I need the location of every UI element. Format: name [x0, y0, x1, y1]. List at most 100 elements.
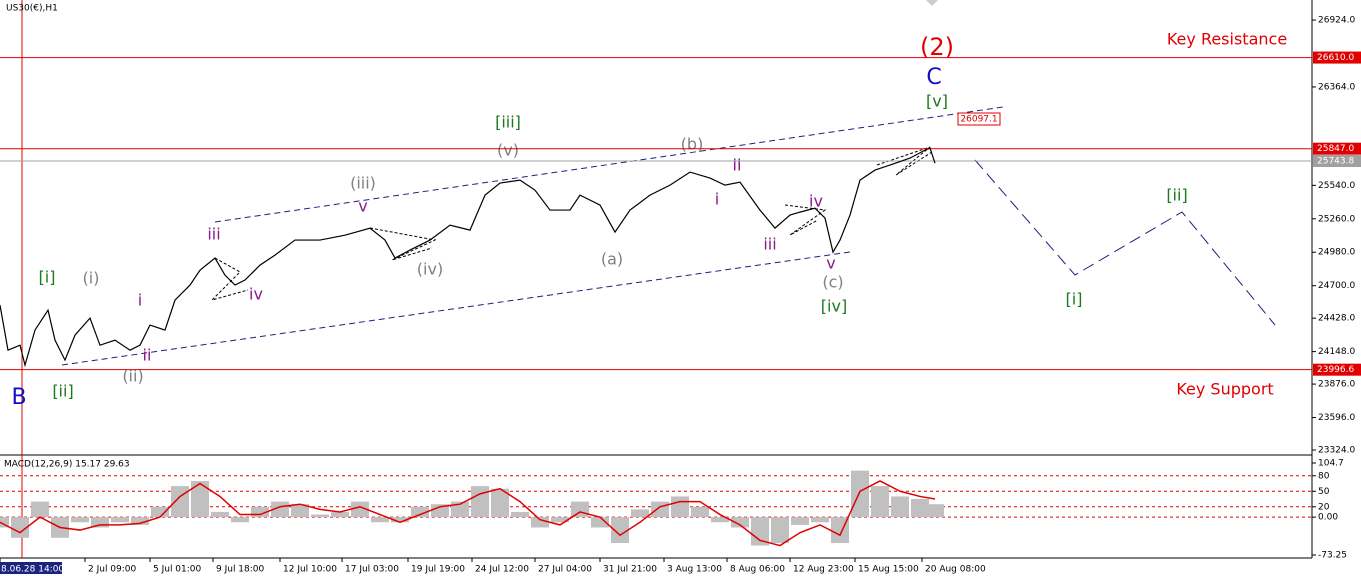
y-tick-label: 26924.0	[1318, 16, 1355, 26]
y-tick-label: 50	[1318, 487, 1330, 497]
x-tick-label: 24 Jul 12:00	[475, 565, 529, 575]
histogram-bar	[151, 506, 169, 518]
histogram-bar	[811, 517, 829, 523]
macd-title: MACD(12,26,9) 15.17 29.63	[4, 460, 130, 470]
histogram-bar	[371, 517, 389, 523]
x-tick-label: 8 Aug 06:00	[730, 565, 785, 575]
histogram-bar	[211, 511, 229, 518]
projection	[974, 159, 1276, 326]
y-tick-label: 0.00	[1318, 513, 1338, 523]
wave-label: [i]	[1066, 290, 1083, 309]
histogram-bar	[311, 514, 329, 518]
y-tick-label: 23596.0	[1318, 413, 1355, 423]
x-tick-label: 31 Jul 21:00	[603, 565, 657, 575]
price-level-label: 25847.0	[1317, 144, 1354, 154]
histogram-bar	[11, 517, 29, 538]
wave-label: (v)	[497, 141, 519, 160]
wave-label: (iii)	[350, 174, 376, 193]
histogram-bar	[731, 517, 749, 528]
price-level-box	[1313, 51, 1361, 64]
wave-label: Key Support	[1176, 380, 1273, 399]
wave-label: [ii]	[1166, 186, 1187, 205]
y-tick-label: 23324.0	[1318, 446, 1355, 456]
histogram-bar	[391, 517, 409, 523]
histogram-bar	[671, 496, 689, 518]
x-tick-label: 20 Aug 08:00	[925, 565, 986, 575]
histogram-bar	[571, 501, 589, 518]
histogram-bar	[631, 509, 649, 518]
x-tick-box	[0, 562, 62, 574]
price-tag: 26097.1	[960, 115, 997, 125]
price-level-box	[1313, 155, 1361, 168]
wave-label: (i)	[83, 269, 100, 288]
price-level-label: 23996.6	[1317, 365, 1354, 375]
histogram-bar	[131, 517, 149, 525]
histogram-bar	[191, 480, 209, 518]
wave-label: [i]	[39, 268, 56, 287]
histogram-bar	[511, 511, 529, 518]
series-line	[0, 480, 936, 547]
wave-label: v	[826, 254, 835, 273]
wave-label: (a)	[601, 250, 623, 269]
y-tick-label: -73.25	[1318, 551, 1347, 561]
histogram-bar	[711, 517, 729, 523]
marker	[926, 0, 938, 6]
wave-label: i	[138, 291, 142, 310]
histogram-bar	[431, 504, 449, 518]
histogram-bar	[411, 506, 429, 518]
histogram-bar	[911, 499, 929, 518]
channel-lower	[61, 251, 851, 366]
wave-label: (2)	[920, 33, 954, 61]
wave-label: v	[358, 197, 367, 216]
histogram-bar	[291, 504, 309, 518]
price-level-box	[1313, 363, 1361, 376]
x-tick-label: 8.06.28 14:00	[1, 565, 64, 575]
price-level-box	[1313, 142, 1361, 155]
triangle	[784, 204, 827, 236]
wave-label: C	[926, 65, 941, 90]
price-level-label: 26610.0	[1317, 53, 1354, 63]
wave-label: ii	[143, 346, 152, 365]
x-tick-label: 5 Jul 01:00	[153, 565, 202, 575]
wave-label: [iv]	[821, 297, 847, 316]
wave-label: [v]	[926, 92, 948, 111]
y-tick-label: 25540.0	[1318, 181, 1355, 191]
wave-label: (b)	[681, 135, 704, 154]
y-tick-label: 80	[1318, 471, 1330, 481]
histogram-bar	[791, 517, 809, 525]
price-tag-box	[957, 112, 1001, 126]
y-tick-label: 24148.0	[1318, 347, 1355, 357]
y-tick-label: 25260.0	[1318, 214, 1355, 224]
x-tick-label: 3 Aug 13:00	[667, 565, 722, 575]
x-tick-label: 12 Aug 23:00	[793, 565, 854, 575]
wave-label: (ii)	[122, 367, 143, 386]
y-tick-label: 23876.0	[1318, 380, 1355, 390]
x-tick-label: 15 Aug 15:00	[858, 565, 919, 575]
x-tick-label: 12 Jul 10:00	[283, 565, 337, 575]
triangle	[210, 257, 249, 301]
histogram-bar	[551, 517, 569, 523]
histogram-bar	[926, 504, 944, 518]
histogram-bar	[71, 517, 89, 523]
price-level-label: 25743.8	[1317, 157, 1354, 167]
wave-label: iii	[207, 225, 220, 244]
histogram-bar	[491, 488, 509, 518]
wave-label: [ii]	[52, 382, 73, 401]
wave-label: (c)	[822, 273, 843, 292]
wave-label: Key Resistance	[1167, 30, 1287, 49]
histogram-bar	[871, 486, 889, 518]
y-tick-label: 26364.0	[1318, 82, 1355, 92]
histogram-bar	[591, 517, 609, 528]
histogram-bar	[471, 486, 489, 518]
wave-label: i	[715, 190, 719, 209]
y-tick-label: 24980.0	[1318, 248, 1355, 258]
histogram-bar	[851, 470, 869, 518]
channel-upper	[214, 106, 1004, 223]
histogram-bar	[351, 501, 369, 518]
wave-label: [iii]	[495, 113, 521, 132]
wave-label: (iv)	[417, 260, 443, 279]
histogram-bar	[91, 517, 109, 528]
y-tick-label: 20	[1318, 502, 1330, 512]
